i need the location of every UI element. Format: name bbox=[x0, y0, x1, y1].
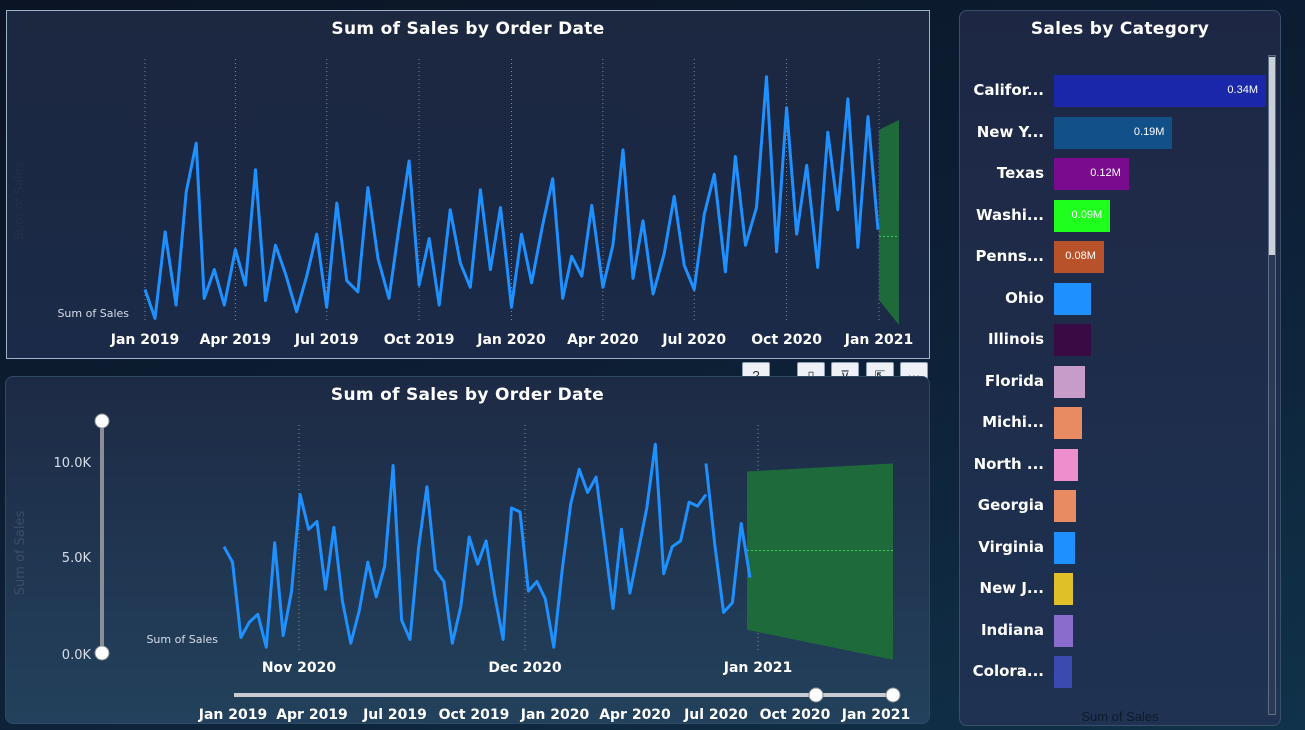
category-label: Washi... bbox=[976, 205, 1044, 224]
bar[interactable] bbox=[1054, 614, 1073, 647]
y-tick-label: 0.0K bbox=[62, 648, 92, 663]
bar-row[interactable]: Georgia bbox=[960, 490, 1280, 524]
bar[interactable] bbox=[1054, 407, 1083, 439]
y-axis-title: Sum of Sales bbox=[13, 511, 28, 596]
category-label: Virginia bbox=[978, 537, 1044, 556]
date-range-slider-handle-start[interactable] bbox=[808, 687, 824, 703]
x-tick-label: Apr 2019 bbox=[200, 332, 272, 348]
bar[interactable] bbox=[1054, 656, 1072, 688]
category-label: Michi... bbox=[982, 413, 1044, 431]
bar[interactable] bbox=[1054, 282, 1092, 315]
bottom-line-chart[interactable]: Sum of Sales 10.0K 5.0K 0.0K Sum of Sale… bbox=[6, 377, 929, 723]
bar[interactable]: 0.34M bbox=[1054, 75, 1266, 107]
slider-date-label: Jul 2020 bbox=[683, 707, 748, 723]
x-tick-label: Jul 2019 bbox=[294, 332, 359, 348]
bar-row[interactable]: New Y... 0.19M bbox=[960, 116, 1280, 151]
y-zoom-slider-handle-bottom[interactable] bbox=[94, 645, 110, 661]
bar-row[interactable]: Colora... bbox=[960, 656, 1280, 690]
slider-date-label: Oct 2019 bbox=[439, 707, 510, 723]
category-label: Georgia bbox=[977, 496, 1044, 514]
y-tick-label: 10.0K bbox=[54, 456, 92, 471]
series-line bbox=[222, 442, 708, 649]
y-axis-title: Sum of Sales bbox=[12, 162, 26, 240]
scrollbar-track[interactable] bbox=[1268, 55, 1276, 715]
series-label: Sum of Sales bbox=[146, 633, 218, 646]
top-line-chart-panel[interactable]: Sum of Sales by Order Date Sum of Sales … bbox=[6, 10, 930, 359]
slider-date-label: Jul 2019 bbox=[362, 707, 427, 723]
category-label: Illinois bbox=[987, 330, 1044, 348]
series-line bbox=[704, 463, 752, 614]
category-label: Califor... bbox=[973, 81, 1044, 99]
bar-row[interactable]: Washi... 0.09M bbox=[960, 199, 1280, 234]
category-label: Texas bbox=[996, 164, 1044, 182]
x-tick-label: Jan 2021 bbox=[844, 332, 913, 348]
bar[interactable]: 0.19M bbox=[1054, 116, 1173, 149]
data-label: 0.34M bbox=[1227, 84, 1258, 96]
bar[interactable] bbox=[1054, 531, 1075, 564]
series-label: Sum of Sales bbox=[57, 307, 129, 320]
x-tick-label: Jan 2021 bbox=[723, 660, 792, 676]
category-label: North ... bbox=[973, 454, 1044, 473]
y-tick-label: 5.0K bbox=[62, 551, 92, 566]
bar-row[interactable]: Penns... 0.08M bbox=[960, 241, 1280, 275]
data-label: 0.12M bbox=[1090, 167, 1121, 179]
x-tick-label: Apr 2020 bbox=[567, 332, 639, 348]
bar-row[interactable]: Virginia bbox=[960, 531, 1280, 566]
chart-title: Sum of Sales by Order Date bbox=[330, 385, 605, 405]
category-label: Indiana bbox=[980, 620, 1044, 639]
category-label: New Y... bbox=[976, 122, 1044, 141]
bar-row[interactable]: Florida bbox=[960, 365, 1280, 400]
bar[interactable] bbox=[1054, 448, 1078, 481]
data-label: 0.09M bbox=[1071, 208, 1103, 221]
bar-row[interactable]: Michi... bbox=[960, 407, 1280, 441]
x-tick-label: Jan 2020 bbox=[476, 332, 546, 348]
x-tick-label: Dec 2020 bbox=[488, 660, 562, 676]
x-tick-label: Oct 2020 bbox=[751, 332, 822, 348]
slider-date-label: Jan 2019 bbox=[198, 707, 267, 723]
bar-row[interactable]: New J... bbox=[960, 573, 1280, 607]
bar-row[interactable]: Illinois bbox=[960, 324, 1280, 358]
forecast-band bbox=[879, 119, 899, 325]
sales-by-category-panel[interactable]: Sales by Category Califor... 0.34M New Y..… bbox=[959, 10, 1281, 726]
x-tick-label: Nov 2020 bbox=[262, 660, 337, 676]
slider-date-label: Oct 2020 bbox=[760, 707, 831, 723]
date-range-slider-handle-end[interactable] bbox=[885, 687, 901, 703]
category-label: Colora... bbox=[972, 662, 1044, 680]
bar-row[interactable]: Califor... 0.34M bbox=[960, 75, 1280, 109]
scrollbar-thumb[interactable] bbox=[1269, 57, 1275, 255]
slider-date-label: Jan 2020 bbox=[520, 707, 590, 723]
x-axis-title: Sum of Sales bbox=[1081, 709, 1159, 724]
chart-title: Sum of Sales by Order Date bbox=[331, 19, 605, 39]
category-label: New J... bbox=[979, 579, 1044, 597]
y-zoom-slider-handle-top[interactable] bbox=[94, 413, 110, 429]
category-label: Penns... bbox=[975, 247, 1044, 265]
bar[interactable] bbox=[1054, 573, 1074, 605]
x-tick-label: Jan 2019 bbox=[110, 332, 179, 348]
bar[interactable]: 0.08M bbox=[1054, 241, 1104, 273]
bar-row[interactable]: North ... bbox=[960, 448, 1280, 483]
bar[interactable] bbox=[1054, 324, 1092, 356]
forecast-band bbox=[747, 463, 893, 660]
bar[interactable] bbox=[1054, 365, 1086, 398]
bar[interactable] bbox=[1054, 490, 1077, 522]
category-label: Florida bbox=[984, 371, 1044, 390]
slider-date-label: Apr 2019 bbox=[276, 707, 348, 723]
data-label: 0.08M bbox=[1065, 250, 1096, 262]
bottom-line-chart-panel[interactable]: Sum of Sales by Order Date Sum of Sales … bbox=[5, 376, 930, 724]
slider-date-label: Jan 2021 bbox=[841, 707, 910, 723]
x-tick-label: Jul 2020 bbox=[661, 332, 726, 348]
bar-row[interactable]: Texas 0.12M bbox=[960, 158, 1280, 192]
top-line-chart[interactable]: Sum of Sales Sum of Sales Jan 2019 Apr 20… bbox=[7, 11, 929, 358]
bar-row[interactable]: Ohio bbox=[960, 282, 1280, 317]
bar[interactable]: 0.12M bbox=[1054, 158, 1129, 190]
bar-row[interactable]: Indiana bbox=[960, 614, 1280, 649]
x-tick-label: Oct 2019 bbox=[384, 332, 455, 348]
data-label: 0.19M bbox=[1133, 125, 1165, 138]
slider-date-label: Apr 2020 bbox=[599, 707, 671, 723]
chart-title: Sales by Category bbox=[1030, 19, 1210, 39]
category-label: Ohio bbox=[1005, 288, 1044, 307]
bar[interactable]: 0.09M bbox=[1054, 199, 1111, 232]
series-line bbox=[143, 75, 880, 320]
